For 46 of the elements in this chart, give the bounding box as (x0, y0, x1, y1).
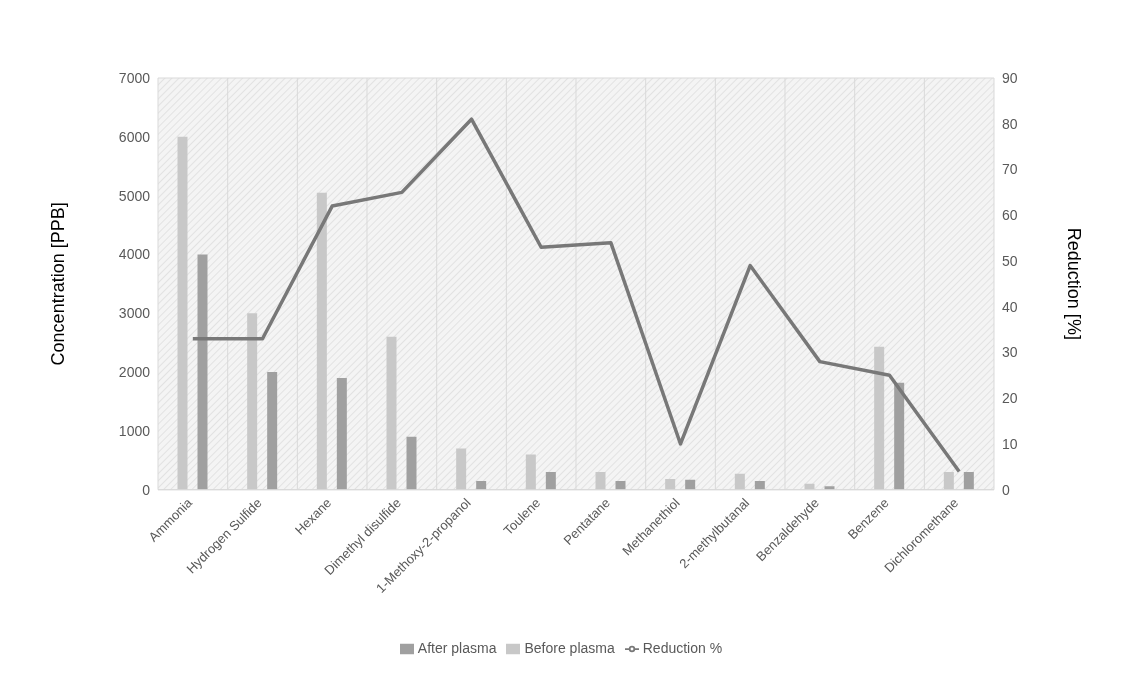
y2-tick-label: 30 (1002, 344, 1018, 361)
bar (685, 479, 696, 490)
y-tick-label: 7000 (118, 69, 151, 86)
legend-label: Reduction % (642, 639, 723, 656)
y2-tick-label: 0 (1002, 481, 1010, 498)
bar (734, 473, 745, 490)
bar (197, 254, 208, 490)
y-tick-label: 0 (142, 481, 151, 498)
bar (316, 192, 327, 490)
bar (456, 448, 467, 490)
y2-axis-title: Reduction [%] (1063, 227, 1084, 340)
y2-tick-label: 80 (1002, 115, 1018, 132)
y-tick-label: 4000 (118, 246, 151, 263)
bar (525, 454, 536, 490)
bar (406, 436, 417, 490)
y-tick-label: 6000 (118, 128, 151, 145)
legend-label: Before plasma (524, 639, 615, 656)
bar (545, 472, 556, 490)
y2-tick-label: 90 (1002, 69, 1018, 86)
bar (963, 472, 974, 490)
bar (267, 372, 278, 490)
bar (386, 336, 397, 490)
bar (754, 480, 765, 490)
line-series (191, 117, 961, 474)
bar (177, 136, 188, 490)
legend-label: After plasma (417, 639, 497, 656)
bar (336, 377, 347, 490)
y-axis-title: Concentration [PPB] (48, 202, 69, 366)
y2-tick-label: 10 (1002, 435, 1018, 452)
y2-tick-label: 20 (1002, 390, 1018, 407)
bar (665, 479, 676, 490)
y-tick-label: 1000 (118, 422, 151, 439)
y2-tick-label: 40 (1002, 298, 1018, 315)
bar (874, 346, 885, 490)
bar (595, 472, 606, 490)
bar (476, 480, 487, 490)
bar (894, 382, 905, 490)
y-tick-label: 2000 (118, 364, 151, 381)
y-tick-label: 3000 (118, 305, 151, 322)
y2-tick-label: 70 (1002, 161, 1018, 178)
bar (943, 472, 954, 490)
y2-tick-label: 50 (1002, 252, 1018, 269)
bar (615, 480, 626, 490)
y-tick-label: 5000 (118, 187, 151, 204)
bar (247, 313, 258, 490)
y2-tick-label: 60 (1002, 207, 1018, 224)
